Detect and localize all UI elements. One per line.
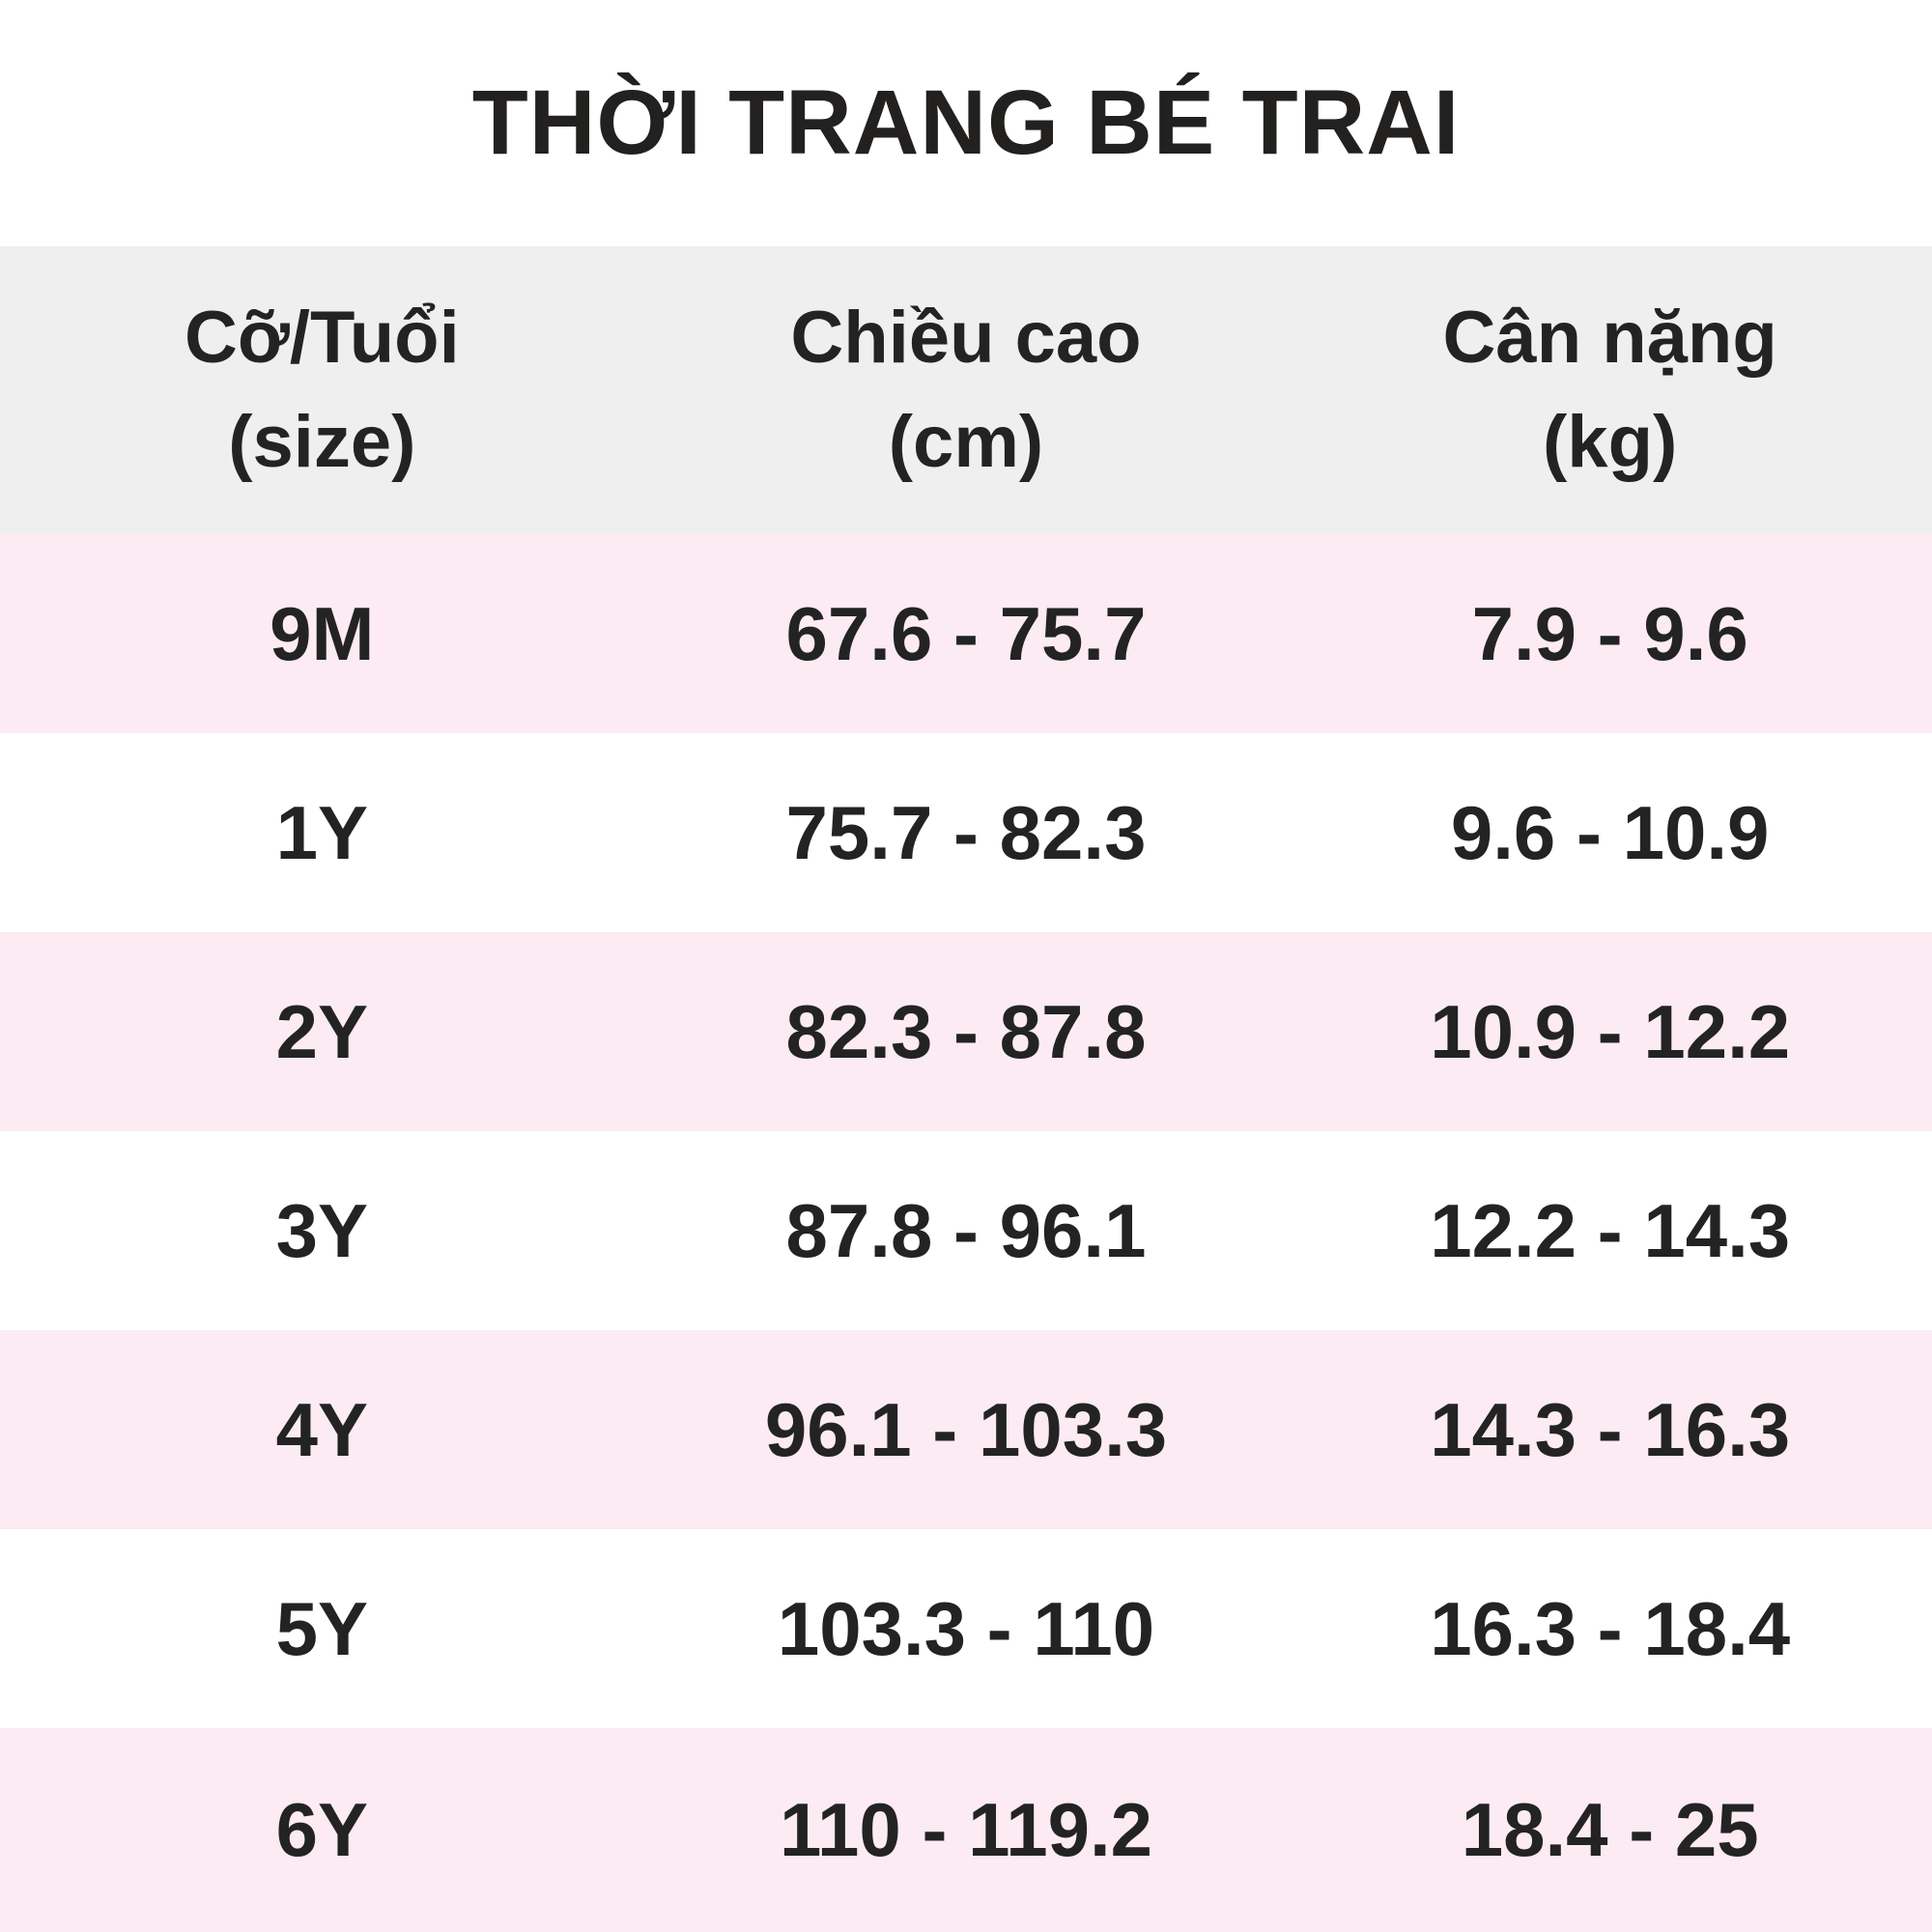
table-row-9m: 9M 67.6 - 75.7 7.9 - 9.6	[0, 534, 1932, 733]
header-height-unit: (cm)	[888, 401, 1044, 483]
cell-size: 3Y	[275, 1187, 369, 1273]
cell-weight: 12.2 - 14.3	[1430, 1187, 1791, 1273]
table-row-3y: 3Y 87.8 - 96.1 12.2 - 14.3	[0, 1131, 1932, 1330]
table-row-6y: 6Y 110 - 119.2 18.4 - 25	[0, 1728, 1932, 1932]
cell-size: 1Y	[275, 789, 369, 875]
header-weight-column: Cân nặng (kg)	[1288, 246, 1932, 534]
header-weight-label: Cân nặng	[1442, 297, 1777, 379]
cell-weight: 9.6 - 10.9	[1450, 789, 1770, 875]
header-height-label: Chiều cao	[790, 297, 1142, 379]
header-height-column: Chiều cao (cm)	[644, 246, 1289, 534]
cell-size: 5Y	[275, 1585, 369, 1671]
cell-size: 4Y	[275, 1386, 369, 1472]
cell-weight: 10.9 - 12.2	[1430, 988, 1791, 1074]
cell-height: 82.3 - 87.8	[785, 988, 1147, 1074]
cell-height: 67.6 - 75.7	[785, 590, 1147, 676]
table-row-2y: 2Y 82.3 - 87.8 10.9 - 12.2	[0, 932, 1932, 1131]
header-weight-unit: (kg)	[1543, 401, 1678, 483]
size-table: Cỡ/Tuổi (size) Chiều cao (cm) Cân nặng (…	[0, 246, 1932, 1932]
cell-height: 87.8 - 96.1	[785, 1187, 1147, 1273]
cell-height: 75.7 - 82.3	[785, 789, 1147, 875]
table-header-row: Cỡ/Tuổi (size) Chiều cao (cm) Cân nặng (…	[0, 246, 1932, 534]
page-title: THỜI TRANG BÉ TRAI	[471, 71, 1461, 174]
cell-height: 103.3 - 110	[777, 1585, 1155, 1671]
cell-size: 2Y	[275, 988, 369, 1074]
table-row-5y: 5Y 103.3 - 110 16.3 - 18.4	[0, 1529, 1932, 1728]
cell-weight: 7.9 - 9.6	[1471, 590, 1748, 676]
cell-height: 96.1 - 103.3	[764, 1386, 1168, 1472]
header-size-column: Cỡ/Tuổi (size)	[0, 246, 644, 534]
header-size-unit: (size)	[228, 401, 416, 483]
table-row-4y: 4Y 96.1 - 103.3 14.3 - 16.3	[0, 1330, 1932, 1529]
header-size-label: Cỡ/Tuổi	[184, 297, 460, 379]
table-row-1y: 1Y 75.7 - 82.3 9.6 - 10.9	[0, 733, 1932, 932]
title-block: THỜI TRANG BÉ TRAI	[0, 0, 1932, 246]
cell-weight: 18.4 - 25	[1461, 1787, 1759, 1872]
cell-weight: 14.3 - 16.3	[1430, 1386, 1791, 1472]
cell-weight: 16.3 - 18.4	[1430, 1585, 1791, 1671]
cell-size: 6Y	[275, 1787, 369, 1872]
cell-height: 110 - 119.2	[779, 1787, 1153, 1872]
cell-size: 9M	[270, 590, 375, 676]
